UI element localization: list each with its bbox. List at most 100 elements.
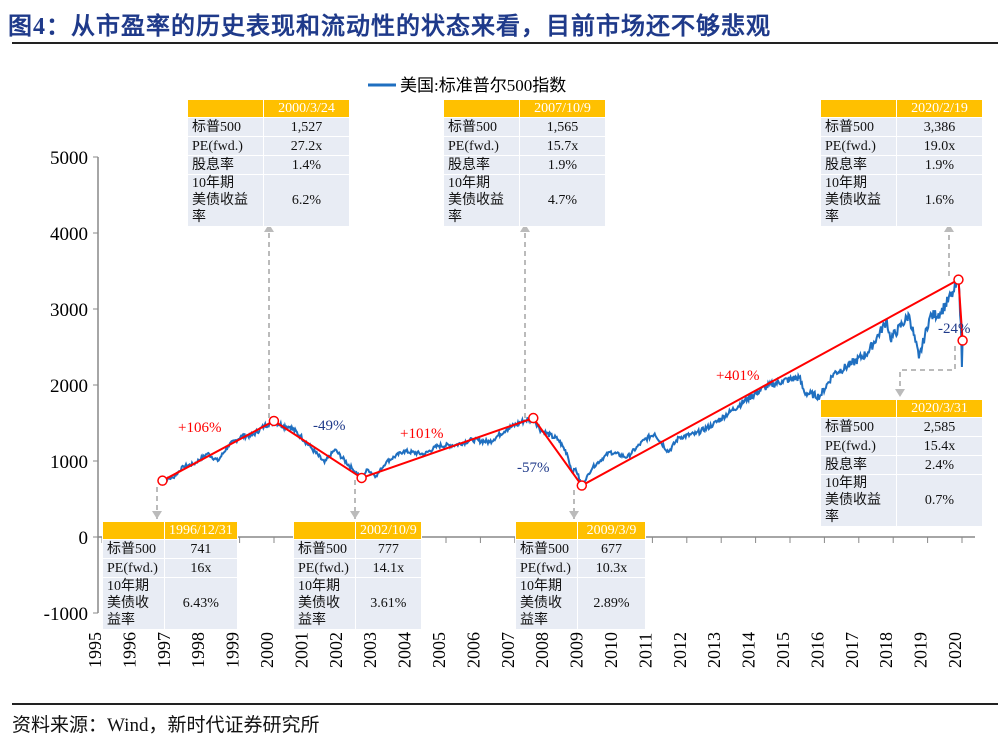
table-row: 10年期 美债收益率 0.7%	[820, 474, 983, 527]
row-label-text: 标普500	[107, 541, 156, 557]
x-tick-label: 2004	[395, 632, 415, 668]
row-value: 4.7%	[519, 174, 606, 227]
row-value: 3.61%	[355, 577, 422, 630]
x-tick-label: 2003	[360, 632, 380, 668]
turning-point-marker	[576, 480, 588, 491]
turning-point-marker	[356, 472, 367, 484]
row-value: 10.3x	[577, 558, 646, 578]
x-tick-label: 2015	[773, 632, 793, 668]
row-value: 19.0x	[896, 136, 983, 156]
change-label: -24%	[938, 321, 971, 337]
table-date: 2009/3/9	[577, 521, 646, 540]
table-row: 10年期 美债收益率 3.61%	[293, 577, 422, 630]
y-tick-label: 4000	[50, 224, 88, 245]
table-row: PE(fwd.) 15.4x	[820, 436, 983, 456]
row-label-text: 股息率	[825, 157, 867, 173]
table-row: PE(fwd.) 16x	[102, 558, 238, 578]
table-row: 标普500 1,565	[443, 117, 606, 137]
row-label-text: 股息率	[825, 457, 867, 473]
row-label: 标普500	[443, 117, 520, 137]
x-tick-label: 2011	[635, 633, 655, 668]
x-tick-label: 2017	[842, 632, 862, 668]
row-value: 1.9%	[519, 155, 606, 175]
row-label: 10年期 美债收益率	[102, 577, 165, 630]
row-label-text: 标普500	[298, 541, 347, 557]
row-value: 27.2x	[263, 136, 350, 156]
table-row: 10年期 美债收益率 6.43%	[102, 577, 238, 630]
table-date: 2020/3/31	[896, 399, 983, 418]
table-row: 10年期 美债收益率 1.6%	[820, 174, 983, 227]
arrow-head	[569, 511, 579, 519]
row-value: 1,527	[263, 117, 350, 137]
change-label: +106%	[178, 420, 221, 436]
table-row: 标普500 777	[293, 539, 422, 559]
x-tick-label: 2008	[532, 632, 552, 668]
row-value: 741	[164, 539, 238, 559]
x-tick-label: 1997	[154, 632, 174, 668]
row-value: 15.7x	[519, 136, 606, 156]
row-label: 标普500	[515, 539, 578, 559]
row-value: 1.4%	[263, 155, 350, 175]
x-tick-label: 2012	[670, 632, 690, 668]
row-value: 2,585	[896, 417, 983, 437]
x-tick-label: 2006	[463, 632, 483, 668]
arrow-head	[895, 389, 905, 397]
row-label: 标普500	[187, 117, 264, 137]
row-label: 股息率	[820, 455, 897, 475]
data-table-2009-3-9: 2009/3/9 标普500 677 PE(fwd.) 10.3x 10年期 美债收益率 2.…	[515, 521, 646, 630]
table-date: 2007/10/9	[519, 99, 606, 118]
row-label-text: PE(fwd.)	[298, 560, 349, 576]
row-value: 677	[577, 539, 646, 559]
row-value: 0.7%	[896, 474, 983, 527]
x-tick-label: 2001	[291, 632, 311, 668]
change-label: +101%	[400, 426, 443, 442]
table-row: PE(fwd.) 15.7x	[443, 136, 606, 156]
table-row: PE(fwd.) 19.0x	[820, 136, 983, 156]
row-label-text: 标普500	[825, 419, 874, 435]
row-label: 标普500	[820, 417, 897, 437]
row-label: PE(fwd.)	[515, 558, 578, 578]
x-tick-label: 2009	[567, 632, 587, 668]
row-value: 2.4%	[896, 455, 983, 475]
table-date: 2002/10/9	[355, 521, 422, 540]
x-tick-label: 2013	[704, 632, 724, 668]
arrow-head	[264, 224, 274, 232]
turning-point-marker	[157, 475, 168, 486]
sp500-line	[160, 274, 964, 488]
row-label: 标普500	[293, 539, 356, 559]
table-date: 2020/2/19	[896, 99, 983, 118]
table-date: 2000/3/24	[263, 99, 350, 118]
row-label-text: PE(fwd.)	[825, 438, 876, 454]
table-row: 标普500 1,527	[187, 117, 350, 137]
row-label: 10年期 美债收益率	[293, 577, 356, 630]
x-tick-label: 2016	[807, 632, 827, 668]
change-label: -49%	[313, 418, 346, 434]
row-label-text: 10年期 美债收益率	[298, 579, 340, 628]
row-value: 15.4x	[896, 436, 983, 456]
y-tick-label: 5000	[50, 148, 88, 169]
row-label-text: 10年期 美债收益率	[825, 176, 881, 225]
row-label: PE(fwd.)	[443, 136, 520, 156]
row-label-text: PE(fwd.)	[520, 560, 571, 576]
row-value: 6.43%	[164, 577, 238, 630]
table-row: 10年期 美债收益率 4.7%	[443, 174, 606, 227]
row-label-text: 股息率	[192, 157, 234, 173]
y-tick-label: 0	[79, 528, 89, 549]
source-note: 资料来源：Wind，新时代证券研究所	[12, 715, 320, 736]
x-tick-label: 2020	[945, 632, 965, 668]
turning-point-marker	[953, 274, 964, 285]
row-value: 3,386	[896, 117, 983, 137]
table-row: 股息率 1.4%	[187, 155, 350, 175]
table-row: 股息率 1.9%	[443, 155, 606, 175]
table-row: 10年期 美债收益率 6.2%	[187, 174, 350, 227]
row-value: 1.6%	[896, 174, 983, 227]
table-row: 标普500 741	[102, 539, 238, 559]
footer-divider	[12, 703, 998, 705]
sp500-chart: -1000 0 1000 2000 3000 4000 5000 1995 1996 1997 19…	[44, 76, 975, 668]
table-row: PE(fwd.) 10.3x	[515, 558, 646, 578]
y-tick-label: 3000	[50, 300, 88, 321]
table-row: 10年期 美债收益率 2.89%	[515, 577, 646, 630]
arrow-head	[152, 511, 162, 519]
row-label: PE(fwd.)	[820, 136, 897, 156]
data-table-2002-10-9: 2002/10/9 标普500 777 PE(fwd.) 14.1x 10年期 美债收益率 3…	[293, 521, 422, 630]
